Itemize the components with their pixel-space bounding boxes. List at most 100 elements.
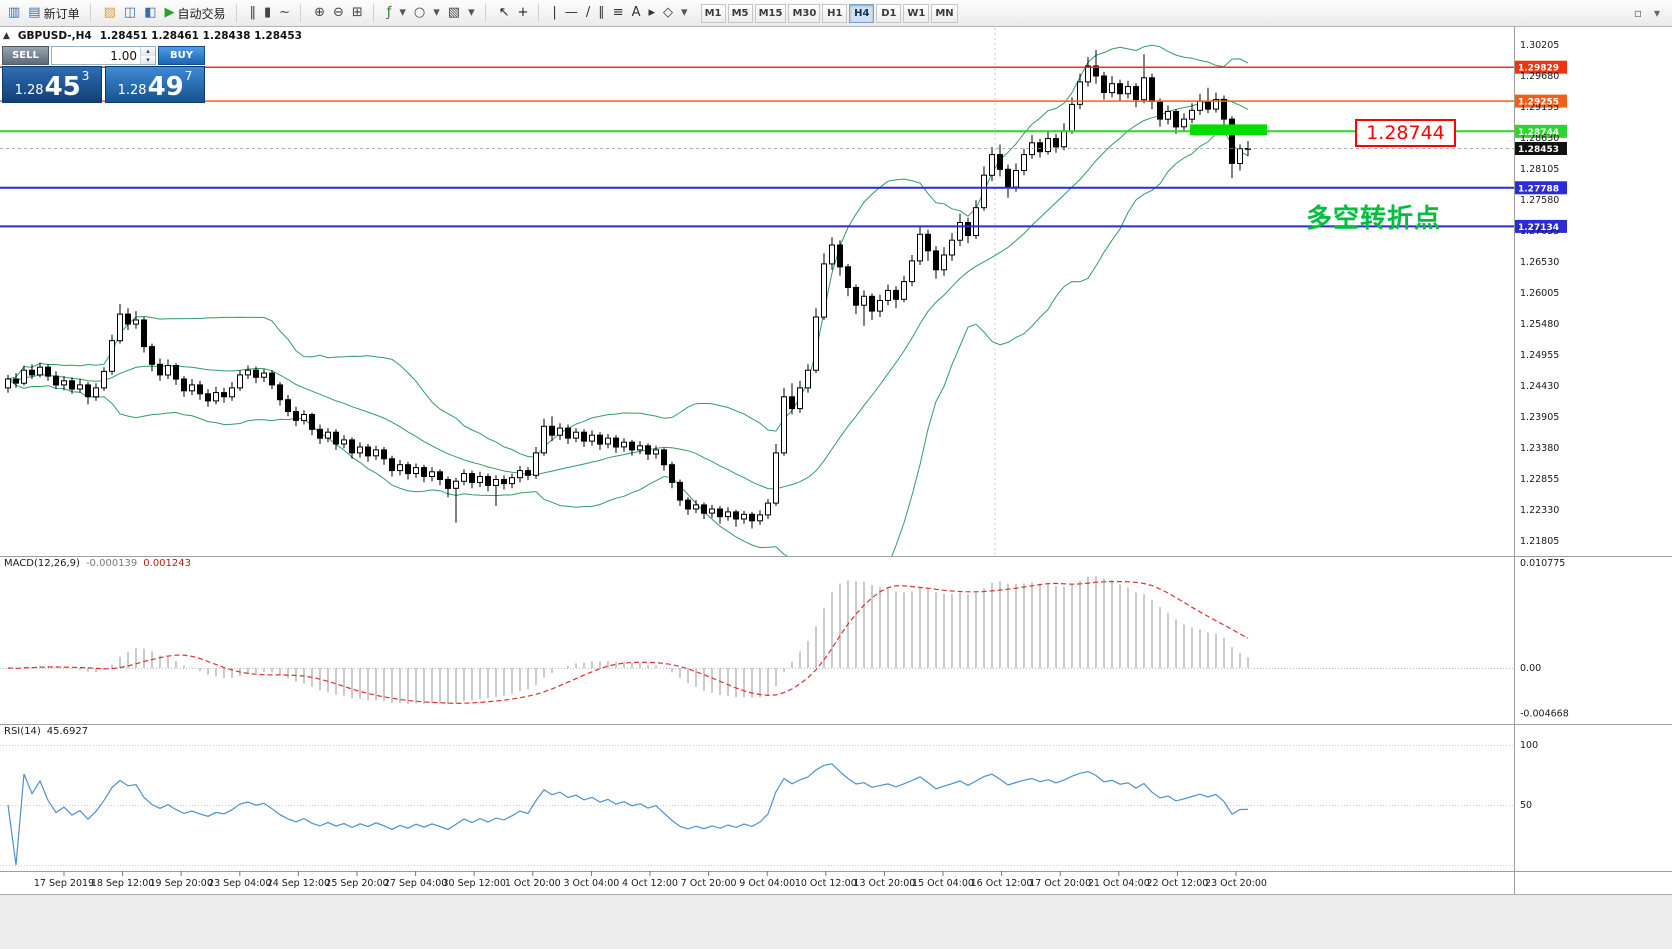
zoom-out-icon[interactable]: ⊖ (329, 2, 348, 24)
sell-price-display[interactable]: 1.28 45 3 (2, 66, 102, 103)
time-axis[interactable] (63, 871, 1237, 876)
svg-text:-0.004668: -0.004668 (1520, 708, 1569, 719)
dock-window-icon[interactable]: ▫ (1633, 6, 1642, 20)
svg-text:17 Sep 2019: 17 Sep 2019 (34, 878, 94, 889)
zoom-out-icon: ⊖ (332, 5, 344, 20)
volume-value[interactable]: 1.00 (110, 48, 137, 63)
pivot-point-label[interactable]: 多空转折点 (1306, 204, 1442, 234)
new-order-button[interactable]: ▤ 新订单 (24, 2, 83, 24)
macd-pane[interactable] (7, 576, 1249, 705)
auto-trading-button-label: 自动交易 (177, 6, 226, 21)
buy-price-base: 1.28 (117, 82, 147, 98)
fibonacci-icon: ≡ (612, 5, 624, 20)
svg-text:1.24430: 1.24430 (1520, 381, 1559, 392)
svg-text:1.26005: 1.26005 (1520, 288, 1559, 299)
svg-text:15 Oct 04:00: 15 Oct 04:00 (912, 878, 974, 889)
svg-text:17 Oct 20:00: 17 Oct 20:00 (1029, 878, 1091, 889)
indicators-caret-icon: ▾ (399, 5, 406, 20)
svg-text:1.27580: 1.27580 (1520, 195, 1559, 206)
text-icon: A (631, 5, 641, 20)
text-icon[interactable]: A (628, 2, 645, 24)
one-click-controls: SELL 1.00 ▴ ▾ BUY (2, 46, 205, 65)
trendline-icon[interactable]: / (582, 2, 594, 24)
timeframe-d1-button[interactable]: D1 (876, 3, 902, 23)
periods-caret[interactable]: ▾ (429, 2, 444, 24)
timeframe-m1-button[interactable]: M1 (700, 3, 726, 23)
volume-field[interactable]: 1.00 ▴ ▾ (51, 46, 156, 65)
candlestick-chart-icon[interactable]: ▮ (260, 2, 275, 24)
volume-up-button[interactable]: ▴ (141, 47, 155, 56)
objects-caret[interactable]: ▾ (677, 2, 692, 24)
price-axis[interactable] (1515, 60, 1567, 233)
one-click-prices: 1.28 45 3 1.28 49 7 (2, 66, 205, 103)
line-chart-icon[interactable]: ~ (275, 2, 294, 24)
tile-windows-icon: ⊞ (351, 5, 363, 20)
cursor-icon[interactable]: ↖ (495, 2, 514, 24)
timeframe-h4-button[interactable]: H4 (849, 3, 875, 23)
channel-icon[interactable]: ∥ (594, 2, 609, 24)
bar-chart-icon[interactable]: ‖ (246, 2, 261, 24)
volume-down-button[interactable]: ▾ (141, 55, 155, 64)
price-pane[interactable] (5, 44, 1251, 628)
rsi-pane[interactable] (7, 763, 1249, 866)
indicators-icon[interactable]: ƒ (383, 2, 396, 24)
svg-text:21 Oct 04:00: 21 Oct 04:00 (1088, 878, 1150, 889)
fibonacci-icon[interactable]: ≡ (609, 2, 628, 24)
buy-button[interactable]: BUY (158, 46, 205, 65)
navigator-icon[interactable]: ◧ (140, 2, 160, 24)
timeframe-m15-button[interactable]: M15 (754, 3, 787, 23)
indicators-caret[interactable]: ▾ (395, 2, 410, 24)
charts-icon[interactable]: ▥ (4, 2, 24, 24)
timeframe-w1-button[interactable]: W1 (903, 3, 930, 23)
templates-icon: ▧ (447, 5, 461, 20)
svg-text:0.010775: 0.010775 (1520, 558, 1565, 569)
svg-text:1.29255: 1.29255 (1518, 98, 1559, 108)
svg-text:1.22330: 1.22330 (1520, 505, 1559, 516)
periods-icon[interactable]: ○ (410, 2, 429, 24)
svg-text:22 Oct 12:00: 22 Oct 12:00 (1146, 878, 1208, 889)
horizontal-line-icon[interactable]: — (561, 2, 582, 24)
timeframe-m5-button[interactable]: M5 (727, 3, 753, 23)
zoom-in-icon[interactable]: ⊕ (310, 2, 329, 24)
svg-text:23 Sep 04:00: 23 Sep 04:00 (208, 878, 271, 889)
auto-trading-button[interactable]: ▶ 自动交易 (161, 2, 230, 24)
timeframe-m30-button[interactable]: M30 (788, 3, 821, 23)
profiles-icon[interactable]: ▨ (100, 2, 120, 24)
toolbar-options-caret[interactable]: ▾ (1653, 6, 1660, 20)
timeframe-mn-button[interactable]: MN (931, 3, 958, 23)
new-order-button-label: 新订单 (43, 6, 80, 21)
sell-price-base: 1.28 (14, 82, 44, 98)
one-click-toggle[interactable]: ▲ (3, 31, 10, 41)
svg-text:1.29680: 1.29680 (1520, 71, 1559, 82)
sell-button[interactable]: SELL (2, 46, 49, 65)
vertical-line-icon[interactable]: | (548, 2, 560, 24)
templates-icon[interactable]: ▧ (444, 2, 464, 24)
buy-price-display[interactable]: 1.28 49 7 (105, 66, 205, 103)
timeframe-h1-button[interactable]: H1 (822, 3, 848, 23)
shapes-icon[interactable]: ◇ (659, 2, 677, 24)
templates-caret[interactable]: ▾ (464, 2, 479, 24)
macd-value-signal: 0.001243 (143, 558, 191, 569)
indicators-icon: ƒ (386, 5, 392, 20)
arrow-icon[interactable]: ▸ (645, 2, 660, 24)
svg-text:23 Oct 20:00: 23 Oct 20:00 (1205, 878, 1267, 889)
volume-spinner: ▴ ▾ (140, 47, 155, 64)
svg-text:1.28744: 1.28744 (1518, 128, 1559, 138)
crosshair-icon[interactable]: + (514, 2, 533, 24)
toolbar-right-group: ▫ ▾ (1630, 2, 1668, 24)
svg-text:1.21805: 1.21805 (1520, 536, 1559, 547)
svg-text:1.30205: 1.30205 (1520, 40, 1559, 51)
market-watch-icon[interactable]: ◫ (120, 2, 140, 24)
tile-windows-icon[interactable]: ⊞ (348, 2, 367, 24)
svg-text:10 Oct 12:00: 10 Oct 12:00 (795, 878, 857, 889)
timeframe-group: M1 M5 M15 M30 H1 H4 D1 W1 MN (700, 3, 959, 23)
periods-caret-icon: ▾ (433, 5, 440, 20)
periods-icon: ○ (413, 5, 426, 20)
crosshair-icon: + (517, 5, 529, 20)
macd-pane-header: MACD(12,26,9) -0.000139 0.001243 (4, 558, 191, 569)
window-bottom-strip (0, 894, 1672, 949)
horizontal-line-icon: — (564, 5, 578, 20)
svg-text:1.25480: 1.25480 (1520, 319, 1559, 330)
price-callout-box[interactable]: 1.28744 (1355, 119, 1456, 147)
